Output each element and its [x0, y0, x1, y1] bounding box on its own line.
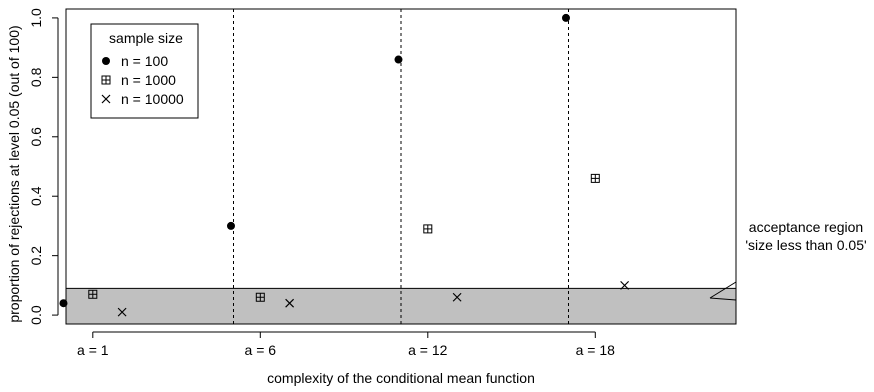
legend-marker-1	[102, 57, 110, 65]
data-point-series-1	[226, 221, 235, 230]
data-point-series-2	[590, 173, 600, 183]
legend-title: sample size	[109, 30, 183, 46]
y-tick-label: 0.4	[28, 186, 44, 206]
data-point-series-2	[255, 292, 265, 302]
data-point-series-1	[394, 55, 403, 64]
legend-label: n = 1000	[121, 72, 176, 88]
data-point-series-2	[88, 289, 98, 299]
group-separators	[66, 9, 736, 324]
plot-frame	[65, 8, 737, 325]
legend-label: n = 100	[121, 53, 168, 69]
y-tick-label: 0.6	[28, 127, 44, 147]
x-tick-label: a = 6	[245, 342, 277, 358]
x-axis-label: complexity of the conditional mean funct…	[267, 370, 535, 386]
data-point-series-2	[423, 224, 433, 234]
data-point-series-3	[117, 307, 127, 317]
acceptance-region	[66, 288, 736, 324]
annotation-pointer-lower	[709, 297, 737, 301]
data-point-series-3	[620, 280, 630, 290]
legend-label: n = 10000	[121, 91, 184, 107]
annotation-line-1: acceptance region	[749, 219, 863, 235]
data-point-series-1	[59, 299, 68, 308]
y-tick-label: 0.2	[28, 246, 44, 266]
x-axis: a = 1 a = 6 a = 12 a = 18	[77, 331, 616, 358]
data-point-series-1	[561, 13, 570, 22]
legend-items: n = 100 n = 1000 n = 10000	[101, 53, 184, 107]
x-tick-label: a = 18	[576, 342, 616, 358]
annotation: acceptance region 'size less than 0.05'	[709, 219, 867, 301]
legend: sample size n = 100 n = 1000 n = 10000	[90, 23, 199, 119]
data-point-series-3	[285, 298, 295, 308]
y-tick-label: 1.0	[28, 8, 44, 28]
data-points	[59, 13, 630, 317]
y-tick-label: 0.0	[28, 305, 44, 325]
y-tick-label: 0.8	[28, 67, 44, 87]
data-point-series-3	[452, 292, 462, 302]
x-tick-label: a = 12	[408, 342, 448, 358]
annotation-line-2: 'size less than 0.05'	[745, 237, 866, 253]
annotation-pointer-upper	[709, 281, 737, 299]
y-axis-label: proportion of rejections at level 0.05 (…	[6, 25, 22, 322]
x-tick-label: a = 1	[77, 342, 109, 358]
y-axis: 0.0 0.2 0.4 0.6 0.8 1.0	[28, 8, 59, 325]
legend-marker-2	[101, 75, 111, 85]
legend-marker-3	[101, 94, 111, 104]
